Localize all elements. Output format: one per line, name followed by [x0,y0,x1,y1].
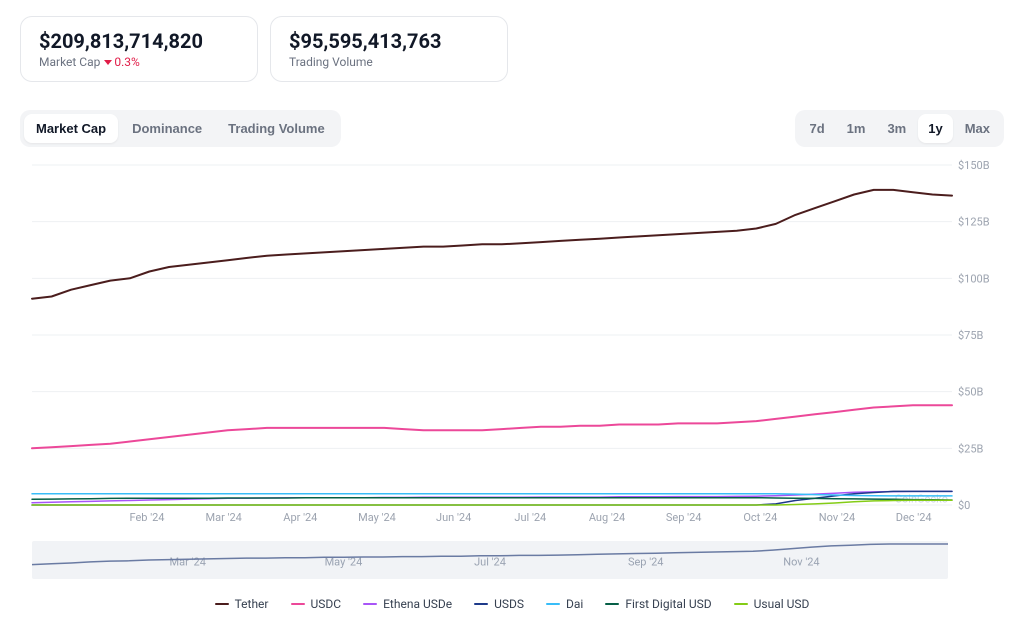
legend-item-dai[interactable]: Dai [546,597,583,611]
svg-text:Apr '24: Apr '24 [283,511,317,524]
range-tab-3m[interactable]: 3m [877,114,916,143]
svg-text:$125B: $125B [958,216,990,229]
legend-label: Dai [566,597,583,611]
legend-label: First Digital USD [625,597,711,611]
caret-down-icon [104,60,112,65]
trading-volume-label: Trading Volume [289,55,489,69]
svg-text:Feb '24: Feb '24 [130,511,165,524]
legend-item-usual-usd[interactable]: Usual USD [734,597,810,611]
svg-text:Sep '24: Sep '24 [628,556,664,569]
chart-shell: $0 $25B $50B $75B $100B $125B $150B Feb '24 Mar … [20,157,1004,583]
stats-row: $209,813,714,820 Market Cap 0.3% $95,595… [20,16,1004,82]
legend-swatch [474,603,488,605]
legend-swatch [363,603,377,605]
legend-swatch [734,603,748,605]
trading-volume-card: $95,595,413,763 Trading Volume [270,16,508,82]
metric-tabs: Market CapDominanceTrading Volume [20,110,341,147]
legend-item-tether[interactable]: Tether [215,597,269,611]
legend-label: USDC [311,597,342,611]
market-cap-value: $209,813,714,820 [39,29,239,53]
range-tab-1m[interactable]: 1m [837,114,876,143]
legend-item-usdc[interactable]: USDC [291,597,342,611]
market-cap-chart: $0 $25B $50B $75B $100B $125B $150B Feb '24 Mar … [20,157,1004,529]
svg-text:Jul '24: Jul '24 [474,556,506,569]
legend-swatch [291,603,305,605]
market-cap-delta: 0.3% [104,55,139,69]
legend-item-first-digital-usd[interactable]: First Digital USD [605,597,711,611]
svg-text:$0: $0 [958,499,970,512]
svg-text:$150B: $150B [958,159,990,172]
legend-label: USDS [494,597,524,611]
range-tab-7d[interactable]: 7d [799,114,834,143]
svg-text:$100B: $100B [958,272,990,285]
svg-text:Jun '24: Jun '24 [436,511,471,524]
legend-swatch [605,603,619,605]
market-cap-label: Market Cap [39,55,100,69]
svg-text:Sep '24: Sep '24 [666,511,702,524]
controls-row: Market CapDominanceTrading Volume 7d1m3m… [20,110,1004,147]
legend-swatch [215,603,229,605]
svg-text:Aug '24: Aug '24 [589,511,625,524]
legend-label: Tether [235,597,269,611]
svg-text:May '24: May '24 [358,511,396,524]
chart-navigator[interactable]: Mar '24May '24Jul '24Sep '24Nov '24 [20,537,1004,583]
metric-tab-market-cap[interactable]: Market Cap [24,114,118,143]
market-cap-sub: Market Cap 0.3% [39,55,239,69]
chart-legend: Tether USDC Ethena USDe USDS Dai First Digita… [20,597,1004,611]
market-cap-card: $209,813,714,820 Market Cap 0.3% [20,16,258,82]
metric-tab-trading-volume[interactable]: Trading Volume [216,114,337,143]
range-tabs: 7d1m3m1yMax [795,110,1004,147]
svg-text:Nov '24: Nov '24 [819,511,855,524]
svg-text:Oct '24: Oct '24 [743,511,777,524]
legend-item-usds[interactable]: USDS [474,597,524,611]
svg-text:$25B: $25B [958,442,984,455]
range-tab-1y[interactable]: 1y [918,114,952,143]
legend-swatch [546,603,560,605]
trading-volume-value: $95,595,413,763 [289,29,489,53]
svg-text:Nov '24: Nov '24 [783,556,819,569]
svg-text:Dec '24: Dec '24 [896,511,932,524]
svg-text:Mar '24: Mar '24 [205,511,241,524]
legend-label: Ethena USDe [383,597,452,611]
svg-text:Mar '24: Mar '24 [170,556,206,569]
svg-text:$75B: $75B [958,329,984,342]
legend-label: Usual USD [754,597,810,611]
svg-text:$50B: $50B [958,386,984,399]
range-tab-max[interactable]: Max [955,114,1000,143]
legend-item-ethena-usde[interactable]: Ethena USDe [363,597,452,611]
metric-tab-dominance[interactable]: Dominance [120,114,214,143]
svg-text:Jul '24: Jul '24 [514,511,546,524]
